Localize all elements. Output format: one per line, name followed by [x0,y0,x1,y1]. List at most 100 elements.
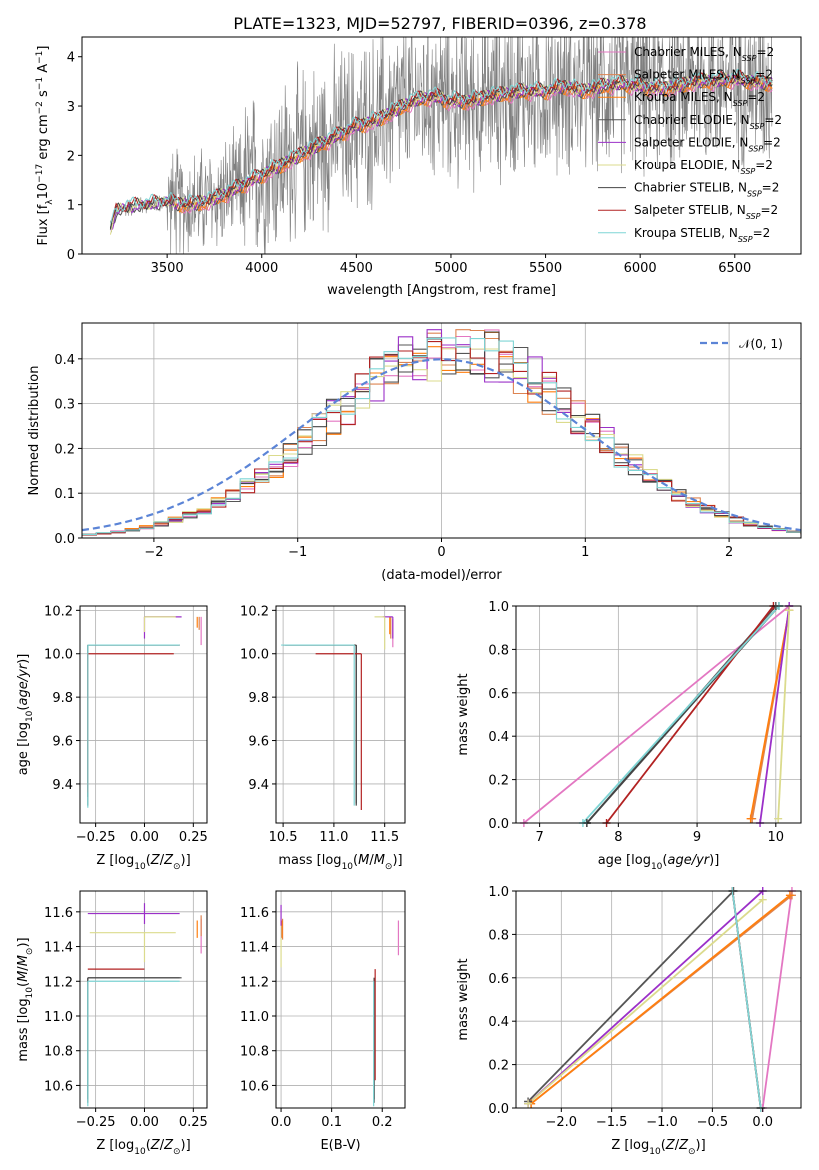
x-tick-label: 7 [535,830,543,845]
y-tick-label: 9.4 [248,778,269,793]
y-tick-label: 11.0 [44,1010,73,1025]
y-tick-label: 0.3 [54,398,75,413]
model-line-3 [109,73,773,229]
y-tick-label: 11.4 [240,941,269,956]
y-tick-label: 1.0 [488,885,509,900]
plot-area [523,606,791,823]
axis-label: Z [log10(Z/Z⊙)] [611,1138,705,1157]
y-tick-label: 0.8 [488,928,509,943]
plot-area [87,903,202,1107]
legend-label: Chabrier STELIB, NSSP=2 [634,181,779,199]
weight-marker-2 [746,814,755,823]
weight-vs-age-panel: 7 8 9 10 0.0 0.2 0.4 0.6 0.8 1.0 age [log10(age/yr… [456,600,802,872]
y-tick-label: 10.8 [44,1045,73,1060]
residual-histogram-panel: −2 −1 0 1 2 0.0 0.1 0.2 0.3 0.4 (data-model)/error… [27,322,802,583]
axis-label: age [log10(age/yr)] [598,853,720,872]
legend-label: Kroupa ELODIE, NSSP=2 [634,158,773,176]
x-tick-label: 9 [693,830,701,845]
weight-line-4 [527,891,764,1105]
axis-label: mass weight [456,673,471,755]
x-tick-label: −1.5 [596,1115,628,1130]
x-tick-label: 6500 [718,261,751,276]
weight-marker-2 [785,891,794,900]
axes-frame [81,36,802,255]
axes-frame [79,605,208,824]
y-tick-label: 2 [67,149,75,164]
y-tick-label: 1 [67,199,75,214]
axes-frame [515,605,802,824]
y-tick-label: 9.8 [52,691,73,706]
plot-area [82,329,801,537]
histogram-step-7 [82,341,801,536]
histogram-step-8 [82,337,801,537]
x-tick-label: 4500 [340,261,373,276]
legend-label: 𝒩(0, 1) [739,337,783,351]
x-tick-label: 0 [437,545,445,560]
y-tick-label: 0.4 [54,353,75,368]
plot-area [87,616,202,808]
y-tick-label: 0 [67,248,75,263]
x-tick-label: 0.0 [271,1115,292,1130]
y-tick-label: 0.0 [54,532,75,547]
y-tick-label: 10.6 [44,1079,73,1094]
axis-label: wavelength [Angstrom, rest frame] [327,283,556,298]
y-tick-label: 11.2 [44,975,73,990]
figure-title: PLATE=1323, MJD=52797, FIBERID=0396, z=0… [233,14,646,33]
y-tick-label: 0.2 [54,442,75,457]
y-tick-label: 0.1 [54,487,75,502]
legend-label: Chabrier ELODIE, NSSP=2 [634,113,782,131]
y-tick-label: 0.4 [488,1015,509,1030]
y-tick-label: 9.6 [52,735,73,750]
age-vs-mass-panel: 10.5 11.0 11.5 9.4 9.6 9.8 10.0 10.2 mass [log10… [240,604,406,872]
y-tick-label: 11.4 [44,941,73,956]
y-tick-label: 11.6 [44,906,73,921]
axes-frame [275,890,406,1109]
model-line-2 [172,74,773,213]
x-tick-label: 0.1 [321,1115,342,1130]
x-tick-label: −1 [288,545,307,560]
weight-marker-5 [785,606,794,615]
weight-vs-metallicity-panel: −2.0 −1.5 −1.0 −0.5 0.0 0.0 0.2 0.4 0.6 0.8 1.0 Z [… [456,885,802,1157]
x-tick-label: 5000 [434,261,467,276]
weight-line-3 [527,891,735,1103]
x-tick-label: −2 [144,545,163,560]
y-tick-label: 4 [67,51,75,66]
y-tick-label: 0.8 [488,643,509,658]
y-tick-label: 0.6 [488,687,509,702]
y-tick-label: 10.8 [240,1045,269,1060]
axis-label: Normed distribution [27,366,42,496]
x-tick-label: 8 [614,830,622,845]
weight-line-5 [527,899,764,1105]
weight-line-8 [582,606,780,823]
y-tick-label: 9.6 [248,735,269,750]
y-tick-label: 0.4 [488,730,509,745]
axes-frame [79,890,208,1109]
model-line-8 [109,68,773,224]
y-tick-label: 3 [67,100,75,115]
x-tick-label: 11.5 [370,830,399,845]
y-tick-label: 10.2 [240,604,269,619]
x-tick-label: 6000 [624,261,657,276]
normal-reference-curve [82,358,801,532]
axis-label: mass weight [456,958,471,1040]
y-tick-label: 0.6 [488,972,509,987]
x-tick-label: 2 [725,545,733,560]
y-tick-label: 0.2 [488,1059,509,1074]
y-tick-label: 0.0 [488,1102,509,1117]
x-tick-label: −0.25 [76,830,116,845]
mass-vs-metallicity-panel: −0.25 0.00 0.25 10.6 10.8 11.0 11.2 11.4 11.6 Z [… [16,890,208,1157]
y-tick-label: 0.0 [488,817,509,832]
legend-label: Salpeter ELODIE, NSSP=2 [634,135,781,153]
axis-label: Z [log10(Z/Z⊙)] [96,853,190,872]
axis-label: mass [log10(M/M⊙)] [16,937,35,1061]
y-tick-label: 0.2 [488,774,509,789]
legend-label: Salpeter STELIB, NSSP=2 [634,203,778,221]
y-tick-label: 11.2 [240,975,269,990]
axes-frame [515,890,802,1109]
x-tick-label: 0.25 [179,830,208,845]
weight-line-7 [605,606,775,823]
plot-area [280,904,400,1107]
y-tick-label: 10.6 [240,1079,269,1094]
x-tick-label: 10 [768,830,785,845]
weight-line-2 [749,610,791,819]
